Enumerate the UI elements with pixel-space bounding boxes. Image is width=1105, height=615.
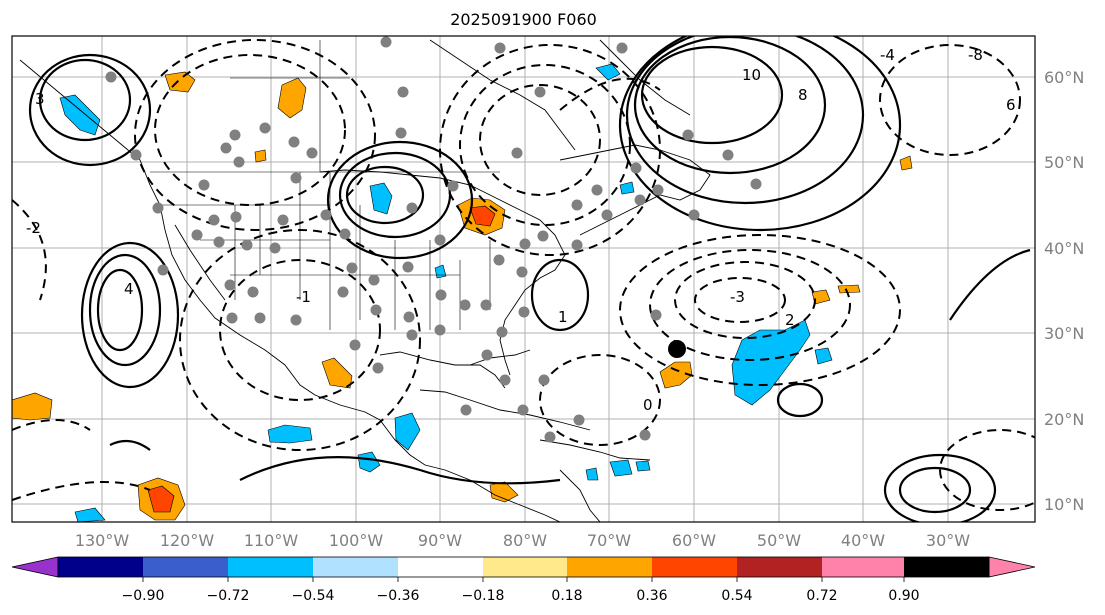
colorbar-outline — [57, 556, 990, 578]
colorbar-segment — [143, 557, 228, 577]
lat-label: 10°N — [1044, 495, 1084, 514]
colorbar-segment — [313, 557, 398, 577]
station-dots — [105, 36, 762, 443]
contour-labels: 10 8 6 4 3 2 1 0 -1 -2 -3 -4 -8 — [26, 46, 1016, 414]
svg-text:0: 0 — [643, 396, 653, 414]
lon-label: 120°W — [160, 531, 215, 550]
svg-text:6: 6 — [1006, 96, 1016, 114]
svg-text:-8: -8 — [968, 46, 983, 64]
colorbar-segment — [483, 557, 567, 577]
colorbar-tick-label: −0.36 — [377, 588, 420, 604]
lon-label: 40°W — [841, 531, 885, 550]
svg-text:3: 3 — [35, 90, 45, 108]
colorbar-segment — [567, 557, 652, 577]
lon-label: 90°W — [418, 531, 462, 550]
lon-label: 30°W — [926, 531, 970, 550]
lat-label: 60°N — [1044, 68, 1084, 87]
map-title: 2025091900 F060 — [450, 10, 597, 29]
colorbar-segment — [58, 557, 143, 577]
svg-text:4: 4 — [124, 280, 134, 298]
svg-text:-4: -4 — [880, 46, 895, 64]
storm-center-marker — [668, 340, 686, 358]
colorbar-segment — [904, 557, 989, 577]
svg-text:-3: -3 — [730, 288, 745, 306]
lat-label: 40°N — [1044, 239, 1084, 258]
colorbar-tick-label: 0.36 — [636, 588, 667, 604]
svg-text:2: 2 — [785, 311, 795, 329]
colorbar-tick-label: 0.54 — [721, 588, 752, 604]
colorbar-extend-min — [11, 556, 59, 578]
lat-label: 30°N — [1044, 324, 1084, 343]
svg-text:-1: -1 — [296, 288, 311, 306]
longitude-labels: 130°W 120°W 110°W 100°W 90°W 80°W 70°W 6… — [75, 531, 970, 550]
lon-label: 130°W — [75, 531, 130, 550]
colorbar-tick-label: 0.72 — [806, 588, 837, 604]
contours-dashed — [12, 39, 1035, 511]
colorbar-tick-label: −0.54 — [292, 588, 335, 604]
colorbar-segment — [228, 557, 313, 577]
contours-solid — [28, 36, 1031, 522]
colorbar-extend-max — [988, 556, 1036, 578]
lon-label: 80°W — [503, 531, 547, 550]
colorbar-tick-label: 0.18 — [551, 588, 582, 604]
colorbar-tick-label: 0.90 — [888, 588, 919, 604]
lon-label: 110°W — [244, 531, 299, 550]
colorbar-tick-label: −0.90 — [122, 588, 165, 604]
lon-label: 50°W — [757, 531, 801, 550]
colorbar-segment — [822, 557, 904, 577]
coastlines — [19, 39, 711, 522]
lon-label: 100°W — [329, 531, 384, 550]
colorbar-segment — [398, 557, 483, 577]
colorbar-segment — [737, 557, 822, 577]
map-background — [12, 36, 1035, 522]
svg-text:1: 1 — [558, 308, 568, 326]
latitude-labels: 60°N 50°N 40°N 30°N 20°N 10°N — [1044, 68, 1084, 514]
colorbar: −0.90 −0.72 −0.54 −0.36 −0.18 0.18 0.36 … — [11, 556, 1036, 604]
svg-text:8: 8 — [798, 86, 808, 104]
colorbar-ticks — [142, 577, 905, 582]
lat-label: 20°N — [1044, 410, 1084, 429]
svg-text:-2: -2 — [26, 219, 41, 237]
lat-label: 50°N — [1044, 153, 1084, 172]
lon-label: 70°W — [587, 531, 631, 550]
svg-text:10: 10 — [742, 66, 761, 84]
colorbar-tick-label: −0.18 — [462, 588, 505, 604]
lon-label: 60°W — [672, 531, 716, 550]
colorbar-segment — [652, 557, 737, 577]
map-frame — [11, 35, 1036, 523]
colorbar-tick-label: −0.72 — [207, 588, 250, 604]
